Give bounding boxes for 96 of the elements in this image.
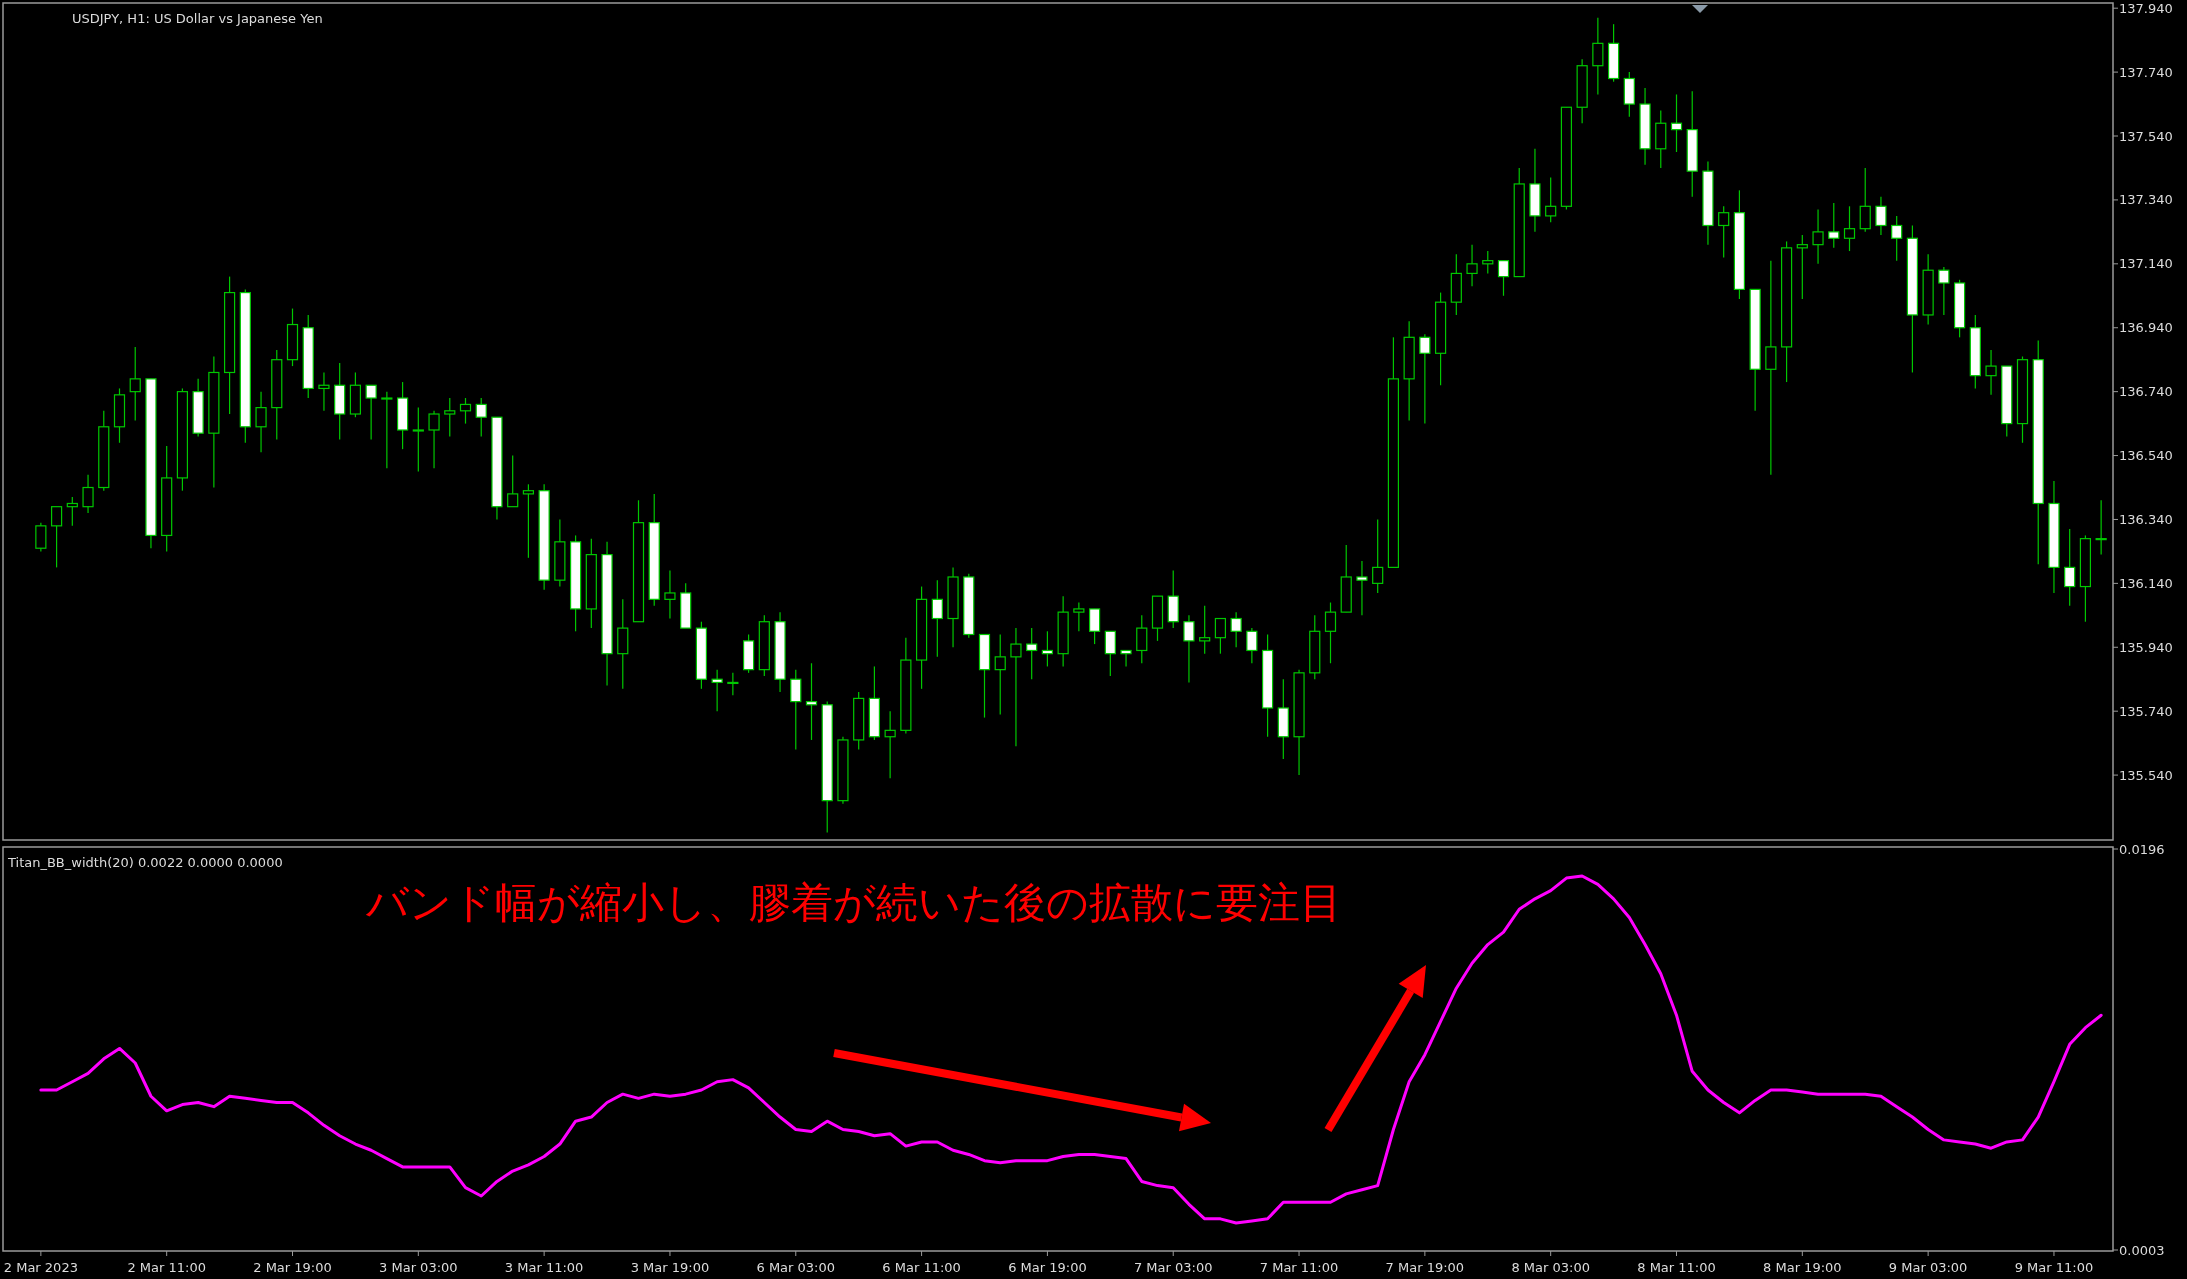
candlestick — [1136, 614, 1148, 664]
candlestick — [1356, 560, 1368, 616]
candlestick — [1214, 617, 1227, 655]
candlestick — [1120, 649, 1132, 668]
candlestick — [1718, 205, 1730, 259]
x-tick-label: 2 Mar 11:00 — [127, 1260, 206, 1275]
y-tick-label: 136.540 — [2119, 448, 2173, 464]
candlestick — [1796, 234, 1808, 300]
candlestick — [1246, 627, 1258, 664]
candlestick — [931, 579, 943, 658]
candlestick — [1419, 333, 1431, 425]
candlestick — [1183, 614, 1195, 684]
candlestick — [994, 633, 1006, 715]
y-tick-label: 135.940 — [2119, 639, 2173, 655]
candlestick — [1010, 627, 1022, 747]
x-tick-label: 2 Mar 19:00 — [253, 1260, 332, 1275]
candlestick — [1670, 93, 1683, 153]
candlestick — [66, 496, 78, 527]
candlestick — [1073, 601, 1085, 632]
candlestick — [50, 506, 63, 568]
x-tick-label: 6 Mar 19:00 — [1008, 1260, 1087, 1275]
y-tick-label: 0.0196 — [2119, 841, 2165, 857]
x-tick-label: 6 Mar 11:00 — [882, 1260, 961, 1275]
candlestick — [1088, 608, 1101, 645]
candlestick — [129, 346, 141, 421]
x-tick-label: 3 Mar 11:00 — [504, 1260, 584, 1275]
y-tick-label: 135.540 — [2119, 767, 2173, 783]
candlestick — [1026, 627, 1038, 680]
candlestick — [1497, 260, 1510, 297]
candlestick — [727, 672, 739, 696]
candlestick — [1041, 630, 1054, 668]
x-tick-label: 8 Mar 11:00 — [1637, 1260, 1716, 1275]
candlestick — [1875, 196, 1887, 236]
candlestick — [381, 391, 393, 469]
candlestick — [459, 397, 472, 425]
candlestick — [82, 474, 94, 514]
y-tick-label: 137.340 — [2119, 192, 2173, 208]
candlestick — [2064, 528, 2076, 607]
candlestick — [2095, 499, 2107, 556]
candlestick — [1985, 349, 1997, 396]
candlestick — [805, 662, 818, 741]
text: USDJPY, H1: US Dollar vs Japanese Yen — [72, 11, 323, 26]
annotation: バンド幅が縮小し、膠着が続いた後の拡散に要注目 — [365, 878, 1342, 927]
text: Titan_BB_width(20) 0.0022 0.0000 0.0000 — [7, 855, 283, 870]
candlestick — [1104, 630, 1116, 677]
candlestick — [1812, 208, 1824, 265]
y-tick-label: 135.740 — [2119, 703, 2173, 719]
candlestick — [507, 454, 519, 508]
x-tick-label: 9 Mar 03:00 — [1888, 1260, 1968, 1275]
x-tick-label: 7 Mar 11:00 — [1259, 1260, 1339, 1275]
x-tick-label: 3 Mar 19:00 — [630, 1260, 710, 1275]
y-tick-label: 136.740 — [2119, 384, 2173, 400]
y-tick-label: 137.940 — [2119, 0, 2173, 16]
candlestick — [475, 397, 487, 437]
candlestick — [522, 483, 535, 559]
y-tick-label: 136.340 — [2119, 512, 2173, 528]
x-tick-label: 8 Mar 19:00 — [1763, 1260, 1842, 1275]
candlestick — [1230, 611, 1242, 648]
candlestick — [1843, 205, 1856, 252]
candlestick — [1938, 266, 1950, 316]
candlestick — [1859, 167, 1871, 233]
candlestick — [1482, 250, 1494, 275]
y-tick-label: 136.940 — [2119, 320, 2173, 336]
candlestick — [1765, 260, 1777, 476]
candlestick — [1372, 518, 1384, 594]
candlestick — [35, 522, 47, 553]
candlestick — [664, 569, 676, 620]
x-tick-label: 8 Mar 03:00 — [1511, 1260, 1590, 1275]
x-tick-label: 6 Mar 03:00 — [756, 1260, 836, 1275]
candlestick — [790, 669, 802, 751]
x-tick-label: 3 Mar 03:00 — [379, 1260, 458, 1275]
y-tick-label: 137.740 — [2119, 64, 2173, 80]
candlestick — [255, 391, 267, 453]
x-tick-label: 7 Mar 03:00 — [1133, 1260, 1213, 1275]
candlestick — [1324, 601, 1337, 664]
candlestick — [365, 384, 377, 441]
line-series — [39, 874, 2103, 1225]
y-tick-label: 137.140 — [2119, 256, 2173, 272]
candlestick — [412, 407, 424, 473]
candlestick — [1199, 605, 1211, 655]
x-tick-label: 2 Mar 2023 — [3, 1260, 78, 1275]
candlestick — [444, 397, 456, 437]
candlestick — [1828, 202, 1840, 249]
candlestick — [884, 710, 896, 779]
candlestick — [318, 371, 330, 412]
x-tick-label: 9 Mar 11:00 — [2014, 1260, 2094, 1275]
candlestick — [1891, 215, 1903, 262]
y-tick-label: 136.140 — [2119, 575, 2173, 591]
x-tick-label: 7 Mar 19:00 — [1385, 1260, 1465, 1275]
y-tick-label: 137.540 — [2119, 128, 2173, 144]
y-tick-label: 0.0003 — [2119, 1242, 2165, 1258]
candlestick — [711, 669, 723, 712]
candlestick — [428, 410, 440, 469]
candlestick — [1466, 244, 1478, 287]
candlestick — [1592, 17, 1604, 96]
candlestick — [1545, 176, 1557, 223]
